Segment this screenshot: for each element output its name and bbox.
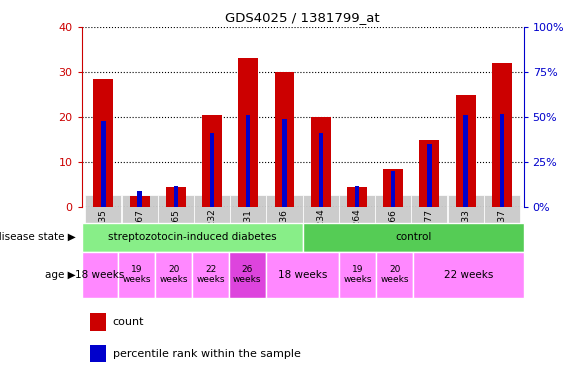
Bar <box>500 114 504 207</box>
Bar <box>303 223 524 252</box>
Text: 22 weeks: 22 weeks <box>444 270 493 280</box>
Title: GDS4025 / 1381799_at: GDS4025 / 1381799_at <box>225 11 380 24</box>
Bar <box>275 72 294 207</box>
Text: 19
weeks: 19 weeks <box>123 265 151 284</box>
Bar <box>347 187 367 207</box>
Text: 22
weeks: 22 weeks <box>196 265 225 284</box>
Bar <box>155 252 192 298</box>
Bar <box>492 63 512 207</box>
Bar <box>311 117 330 207</box>
Bar <box>137 191 142 207</box>
Bar <box>391 171 395 207</box>
Bar <box>93 79 113 207</box>
Bar <box>376 252 413 298</box>
Bar <box>202 115 222 207</box>
Text: streptozotocin-induced diabetes: streptozotocin-induced diabetes <box>108 232 276 242</box>
Text: disease state ▶: disease state ▶ <box>0 232 76 242</box>
Bar <box>101 121 105 207</box>
Bar <box>82 223 303 252</box>
Bar <box>383 169 403 207</box>
Bar <box>246 115 251 207</box>
Bar <box>229 252 266 298</box>
Bar <box>427 144 432 207</box>
Bar <box>413 252 524 298</box>
Text: 19
weeks: 19 weeks <box>343 265 372 284</box>
Bar <box>91 313 106 331</box>
Text: age ▶: age ▶ <box>46 270 76 280</box>
Bar <box>210 133 215 207</box>
Text: 26
weeks: 26 weeks <box>233 265 262 284</box>
Bar <box>319 133 323 207</box>
Bar <box>238 58 258 207</box>
Bar <box>419 140 439 207</box>
Bar <box>455 94 476 207</box>
Bar <box>355 186 359 207</box>
Bar <box>463 115 468 207</box>
Text: count: count <box>113 317 144 327</box>
Bar <box>282 119 287 207</box>
Bar <box>166 187 186 207</box>
Bar <box>82 252 118 298</box>
Text: 20
weeks: 20 weeks <box>381 265 409 284</box>
Text: 18 weeks: 18 weeks <box>278 270 327 280</box>
Text: percentile rank within the sample: percentile rank within the sample <box>113 349 301 359</box>
Bar <box>173 186 178 207</box>
Bar <box>192 252 229 298</box>
Bar <box>118 252 155 298</box>
Text: 20
weeks: 20 weeks <box>159 265 188 284</box>
Bar <box>339 252 376 298</box>
Text: control: control <box>395 232 431 242</box>
Bar <box>266 252 339 298</box>
Bar <box>129 196 150 207</box>
Text: 18 weeks: 18 weeks <box>75 270 125 280</box>
Bar <box>91 345 106 362</box>
